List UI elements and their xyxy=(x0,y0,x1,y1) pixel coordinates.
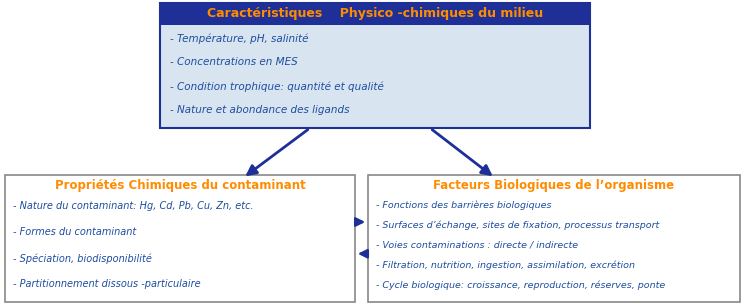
Text: - Filtration, nutrition, ingestion, assimilation, excrétion: - Filtration, nutrition, ingestion, assi… xyxy=(376,261,635,271)
Text: - Nature du contaminant: Hg, Cd, Pb, Cu, Zn, etc.: - Nature du contaminant: Hg, Cd, Pb, Cu,… xyxy=(13,201,254,211)
Bar xyxy=(160,3,590,25)
Text: - Cycle biologique: croissance, reproduction, réserves, ponte: - Cycle biologique: croissance, reproduc… xyxy=(376,281,665,291)
Bar xyxy=(368,175,740,302)
Text: - Voies contaminations : directe / indirecte: - Voies contaminations : directe / indir… xyxy=(376,241,578,250)
Text: - Température, pH, salinité: - Température, pH, salinité xyxy=(170,33,309,43)
Text: - Surfaces d’échange, sites de fixation, processus transport: - Surfaces d’échange, sites de fixation,… xyxy=(376,221,659,230)
Bar xyxy=(160,3,590,128)
Bar xyxy=(5,175,355,302)
Text: Facteurs Biologiques de l’organisme: Facteurs Biologiques de l’organisme xyxy=(434,178,675,192)
Text: - Partitionnement dissous -particulaire: - Partitionnement dissous -particulaire xyxy=(13,279,201,289)
Text: - Condition trophique: quantité et qualité: - Condition trophique: quantité et quali… xyxy=(170,81,384,92)
Text: - Fonctions des barrières biologiques: - Fonctions des barrières biologiques xyxy=(376,201,551,210)
Text: Propriétés Chimiques du contaminant: Propriétés Chimiques du contaminant xyxy=(54,178,305,192)
Text: - Concentrations en MES: - Concentrations en MES xyxy=(170,57,298,67)
Text: Caractéristiques    Physico -chimiques du milieu: Caractéristiques Physico -chimiques du m… xyxy=(207,8,543,20)
Text: - Formes du contaminant: - Formes du contaminant xyxy=(13,227,136,237)
Text: - Nature et abondance des ligands: - Nature et abondance des ligands xyxy=(170,105,350,115)
Text: - Spéciation, biodisponibilité: - Spéciation, biodisponibilité xyxy=(13,253,152,264)
